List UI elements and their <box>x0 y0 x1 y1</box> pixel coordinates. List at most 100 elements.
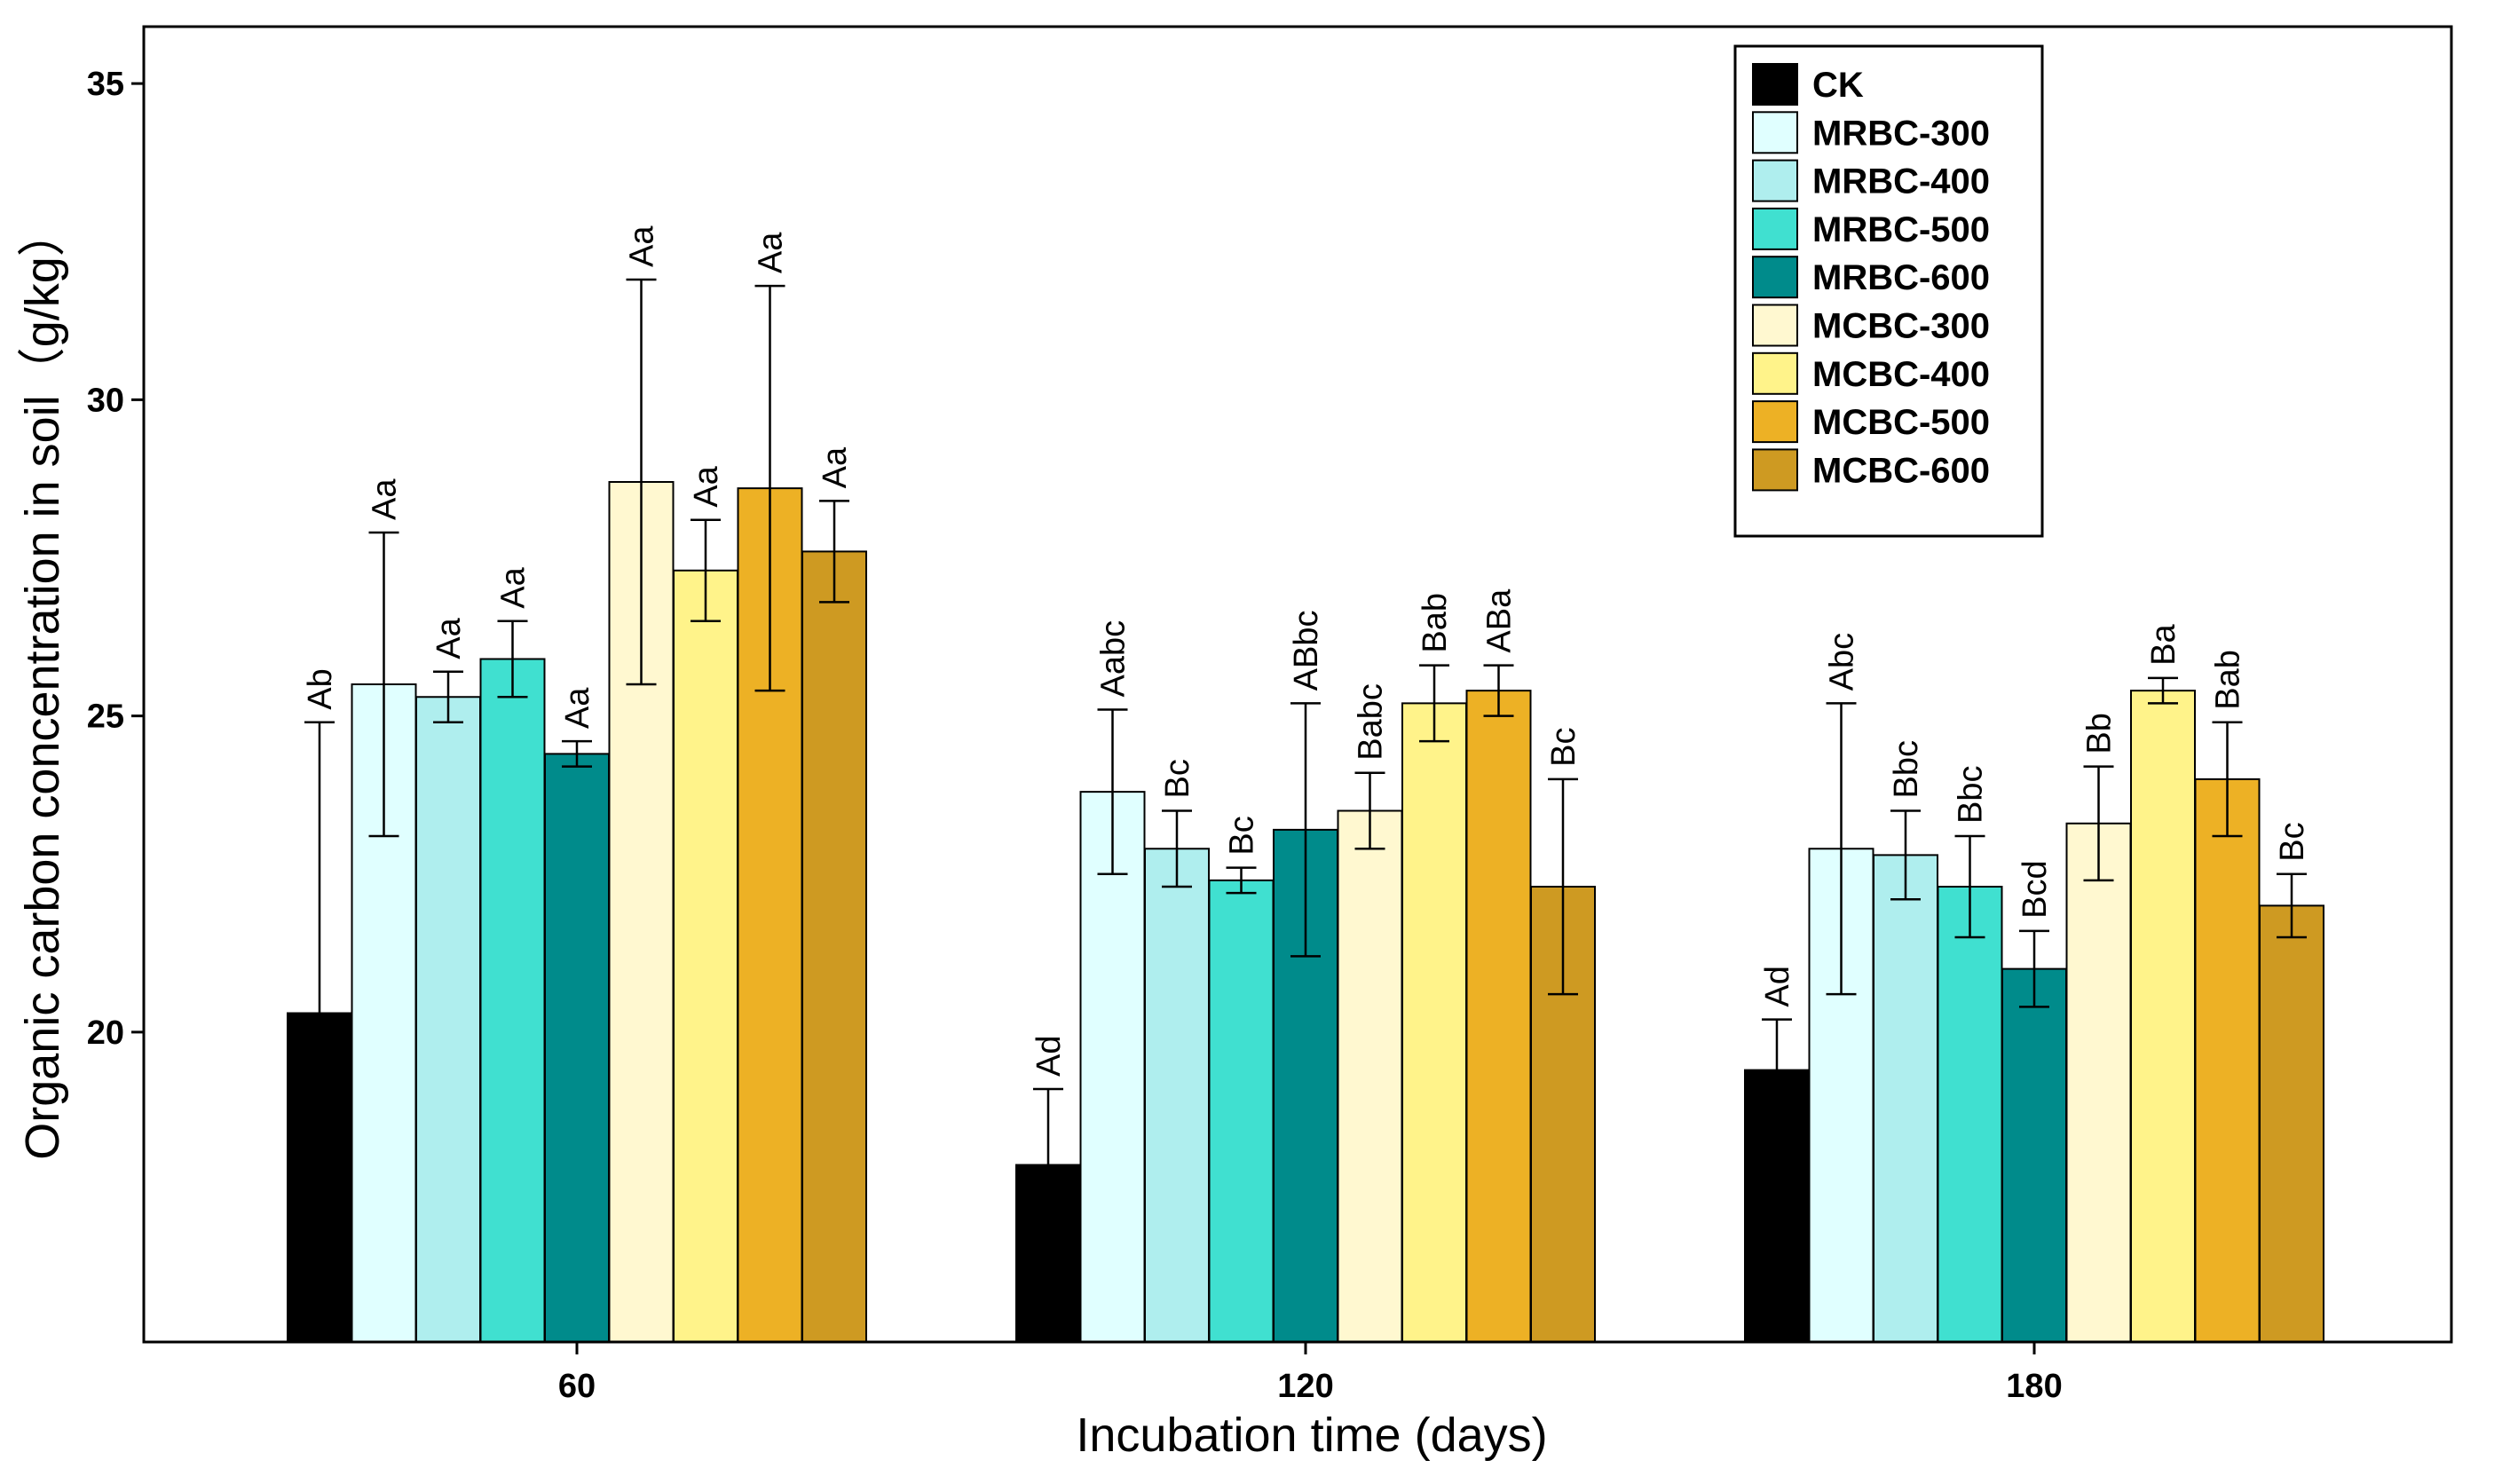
legend-swatch-mrbc-400 <box>1752 159 1798 202</box>
legend-swatch-mcbc-600 <box>1752 448 1798 492</box>
y-tick-label-30: 30 <box>87 382 124 419</box>
error-bar-mrbc-400-60 <box>433 670 463 723</box>
error-bar-mrbc-600-120 <box>1290 702 1321 958</box>
error-bar-mrbc-500-120 <box>1226 866 1257 895</box>
error-bar-mrbc-500-60 <box>497 620 528 699</box>
legend-item-mrbc-400: MRBC-400 <box>1752 159 1990 202</box>
sig-label-mcbc-300-180: Bb <box>2081 713 2119 754</box>
legend-item-mcbc-300: MCBC-300 <box>1752 304 1990 347</box>
legend-label-mcbc-600: MCBC-600 <box>1812 451 1990 490</box>
legend-label-mrbc-400: MRBC-400 <box>1812 162 1990 201</box>
error-bar-mcbc-400-120 <box>1419 664 1449 743</box>
error-bar-mcbc-400-60 <box>691 518 721 622</box>
sig-label-mcbc-400-180: Ba <box>2145 624 2182 666</box>
bar-mcbc-400-180 <box>2130 690 2196 1343</box>
sig-label-mcbc-500-180: Bab <box>2210 650 2247 710</box>
plot-frame <box>142 25 2453 1344</box>
bar-mrbc-500-60 <box>479 658 546 1343</box>
legend-item-mcbc-600: MCBC-600 <box>1752 448 1990 492</box>
legend-label-mrbc-300: MRBC-300 <box>1812 114 1990 153</box>
x-axis-title: Incubation time (days) <box>1076 1409 1547 1462</box>
x-axis: 60 120 180 <box>558 1342 2063 1405</box>
error-bar-mcbc-600-120 <box>1548 778 1578 996</box>
legend: CK MRBC-300 MRBC-400 MRBC-500 MRBC-600 MCBC-3… <box>1733 44 2044 538</box>
sig-label-mrbc-300-120: Aabc <box>1095 620 1133 698</box>
y-tick-label-35: 35 <box>87 66 124 103</box>
sig-label-mcbc-400-60: Aa <box>688 465 725 507</box>
legend-label-mcbc-500: MCBC-500 <box>1812 403 1990 442</box>
error-bar-mcbc-300-120 <box>1354 771 1385 850</box>
error-bar-mcbc-500-60 <box>754 284 785 692</box>
legend-label-mcbc-400: MCBC-400 <box>1812 355 1990 394</box>
error-bar-mrbc-400-120 <box>1162 809 1192 888</box>
sig-label-mrbc-400-180: Bbc <box>1888 740 1925 798</box>
sig-label-mrbc-300-180: Abc <box>1824 633 1861 691</box>
error-bar-mcbc-300-60 <box>626 278 657 686</box>
legend-swatch-mrbc-300 <box>1752 111 1798 154</box>
legend-item-mrbc-300: MRBC-300 <box>1752 111 1990 154</box>
sig-label-mrbc-600-180: Bcd <box>2017 860 2054 918</box>
x-tick-label-120: 120 <box>1277 1368 1333 1405</box>
legend-label-mrbc-500: MRBC-500 <box>1812 210 1990 249</box>
error-bar-mcbc-500-180 <box>2212 721 2243 838</box>
sig-label-mcbc-300-120: Babc <box>1353 683 1390 761</box>
x-tick-label-180: 180 <box>2006 1368 2062 1405</box>
y-tick-label-25: 25 <box>87 699 124 736</box>
significance-labels-layer: Ab Ad Ad Aa Aabc Abc Aa Bc Bbc Aa Bc Bbc Aa ABbc Bcd Aa… <box>302 225 2311 1077</box>
sig-label-mrbc-600-60: Aa <box>559 687 596 729</box>
bar-mrbc-500-120 <box>1208 879 1275 1343</box>
error-bar-mcbc-300-180 <box>2083 765 2114 882</box>
sig-label-mrbc-500-180: Bbc <box>1953 766 1990 824</box>
sig-label-mrbc-600-120: ABbc <box>1288 611 1325 691</box>
bar-mrbc-500-180 <box>1937 886 2003 1343</box>
error-bar-mrbc-400-180 <box>1890 809 1921 901</box>
legend-item-mcbc-500: MCBC-500 <box>1752 400 1990 444</box>
x-tick-label-60: 60 <box>558 1368 596 1405</box>
bar-mrbc-400-60 <box>415 696 481 1343</box>
legend-swatch-ck <box>1752 63 1798 106</box>
error-bars-layer <box>304 278 2307 1306</box>
error-bar-mrbc-300-60 <box>368 531 399 838</box>
legend-swatch-mcbc-400 <box>1752 351 1798 395</box>
error-bar-mrbc-500-180 <box>1954 834 1985 939</box>
sig-label-mcbc-300-60: Aa <box>624 225 661 267</box>
sig-label-mrbc-400-60: Aa <box>430 617 468 659</box>
legend-swatch-mcbc-300 <box>1752 304 1798 347</box>
sig-label-mcbc-500-120: ABa <box>1481 588 1519 653</box>
error-bar-mrbc-300-180 <box>1826 702 1857 996</box>
error-bar-mrbc-600-180 <box>2019 929 2049 1008</box>
sig-label-mrbc-500-60: Aa <box>495 566 533 608</box>
error-bar-ck-60 <box>304 721 335 1306</box>
bar-mcbc-500-120 <box>1465 690 1532 1343</box>
legend-item-mrbc-500: MRBC-500 <box>1752 207 1990 250</box>
sig-label-mcbc-500-60: Aa <box>753 232 790 273</box>
legend-item-ck: CK <box>1752 63 1864 106</box>
bar-mcbc-500-180 <box>2194 778 2261 1343</box>
sig-label-ck-180: Ad <box>1759 966 1796 1006</box>
bar-mcbc-600-60 <box>801 550 867 1343</box>
error-bar-mrbc-300-120 <box>1097 708 1128 875</box>
y-axis: 20 25 30 35 <box>87 66 144 1052</box>
error-bar-ck-120 <box>1033 1087 1063 1243</box>
error-bar-mcbc-600-60 <box>819 500 849 604</box>
legend-label-mrbc-600: MRBC-600 <box>1812 258 1990 297</box>
sig-label-ck-60: Ab <box>302 668 339 709</box>
sig-label-mcbc-600-180: Bc <box>2274 822 2311 861</box>
bar-mcbc-400-60 <box>673 569 738 1343</box>
legend-swatch-mrbc-600 <box>1752 256 1798 299</box>
bar-mrbc-400-180 <box>1873 854 1938 1343</box>
error-bar-mcbc-600-180 <box>2277 872 2307 939</box>
bar-mrbc-600-180 <box>2001 967 2067 1343</box>
sig-label-mrbc-500-120: Bc <box>1224 816 1261 855</box>
error-bar-ck-180 <box>1762 1018 1792 1122</box>
legend-swatch-mrbc-500 <box>1752 207 1798 250</box>
y-axis-title: Organic carbon concentration in soil（g/k… <box>16 209 69 1160</box>
sig-label-mcbc-600-120: Bc <box>1545 728 1582 767</box>
sig-label-mcbc-600-60: Aa <box>817 446 854 488</box>
legend-item-mcbc-400: MCBC-400 <box>1752 351 1990 395</box>
y-tick-label-20: 20 <box>87 1014 124 1052</box>
legend-item-mrbc-600: MRBC-600 <box>1752 256 1990 299</box>
bar-mrbc-400-120 <box>1144 848 1210 1343</box>
bar-mcbc-600-180 <box>2259 904 2324 1343</box>
